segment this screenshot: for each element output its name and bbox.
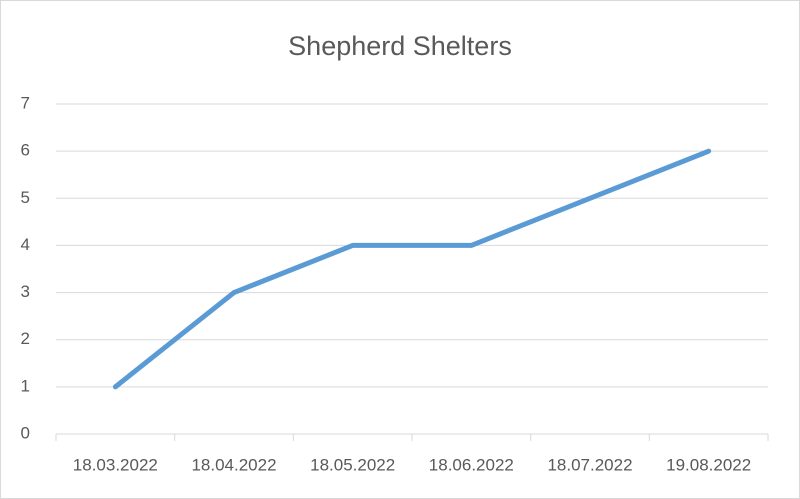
x-tick-label: 19.08.2022 [666,455,751,474]
x-tick-label: 18.07.2022 [547,455,632,474]
y-tick-label: 5 [21,188,30,207]
y-tick-label: 0 [21,423,30,442]
x-tick-label: 18.04.2022 [191,455,276,474]
chart-title: Shepherd Shelters [288,31,512,61]
y-tick-label: 4 [21,235,30,254]
y-tick-label: 3 [21,282,30,301]
y-tick-label: 2 [21,329,30,348]
y-tick-label: 6 [21,141,30,160]
x-tick-label: 18.03.2022 [73,455,158,474]
y-tick-label: 1 [21,376,30,395]
x-tick-label: 18.05.2022 [310,455,395,474]
data-line [112,148,712,390]
x-tick-label: 18.06.2022 [429,455,514,474]
y-tick-label: 7 [21,93,30,112]
